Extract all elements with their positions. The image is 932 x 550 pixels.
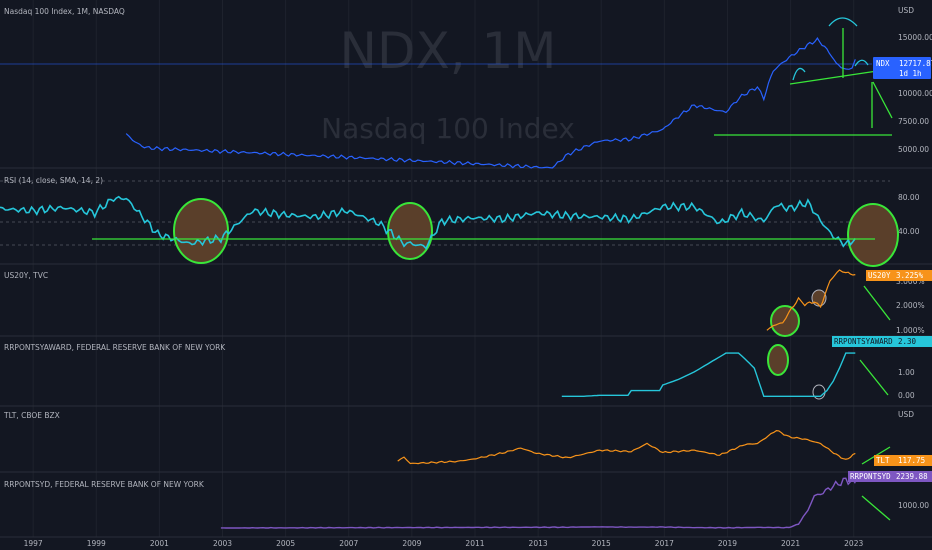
time-axis-label: 2007: [339, 539, 358, 548]
us20y-tag-symbol: US20Y: [868, 271, 891, 280]
ndx-tag-bg: [873, 57, 931, 79]
tlt-tag-bg: [874, 455, 932, 466]
price-axis-tick-ndx: 5000.00: [898, 145, 929, 154]
time-axis-label: 2023: [844, 539, 863, 548]
pane-title-rrp: RRPONTSYAWARD, FEDERAL RESERVE BANK OF N…: [4, 343, 226, 352]
price-axis-tick-rsi: 40.00: [898, 227, 920, 236]
rrpsyd-tag-symbol: RRPONTSYD: [850, 472, 891, 481]
rrpsyd-tag-bg: [848, 471, 932, 482]
us20y-value-tag: US20Y 3.225%: [866, 270, 932, 281]
annotation-circle-rrp-2019: [767, 344, 789, 376]
tlt-tag-symbol: TLT: [876, 456, 890, 465]
price-axis-tick-rrp: 0.00: [898, 391, 915, 400]
pane-title-tlt: TLT, CBOE BZX: [3, 411, 60, 420]
pane-title-us20y: US20Y, TVC: [4, 271, 48, 280]
pane-title-rsi: RSI (14, close, SMA, 14, 2): [4, 176, 103, 185]
series-line-ndx: [125, 37, 856, 169]
us20y-tag-value: 3.225%: [896, 271, 924, 280]
pane-title-rrpsyd: RRPONTSYD, FEDERAL RESERVE BANK OF NEW Y…: [4, 480, 205, 489]
time-axis-label: 1997: [24, 539, 43, 548]
price-axis-tick-ndx: 10000.00: [898, 89, 932, 98]
time-axis-label: 2021: [781, 539, 800, 548]
pane-separators: [0, 167, 932, 538]
us20y-down-line: [863, 285, 891, 321]
annotation-circle-us20y-2020: [770, 305, 800, 337]
annotation-circle-rsi-2002: [173, 198, 229, 264]
time-axis-label: 2019: [718, 539, 737, 548]
price-axis-tick-us20y: 3.000%: [896, 277, 925, 286]
time-axis-label: 2015: [592, 539, 611, 548]
time-axis-label: 2001: [150, 539, 169, 548]
ndx-value-tag: NDX 12717.87 1d 1h: [873, 57, 932, 79]
rrp-tag-bg: [832, 336, 932, 347]
chart-title: Nasdaq 100 Index, 1M, NASDAQ: [4, 7, 125, 16]
time-axis-label: 2011: [465, 539, 484, 548]
price-axis-tick-rrpsyd: 1000.00: [898, 501, 929, 510]
grid-lines: [32, 0, 855, 537]
time-axis-label: 2017: [655, 539, 674, 548]
rrpsyd-tag-value: 2239.88: [896, 472, 928, 481]
price-axis-unit-ndx: USD: [898, 6, 914, 15]
time-axis-label: 2005: [276, 539, 295, 548]
rrpsyd-value-tag: RRPONTSYD 2239.88: [848, 471, 932, 482]
us20y-tag-bg: [866, 270, 932, 281]
tlt-value-tag: TLT 117.75: [874, 455, 932, 466]
price-axis-tick-rsi: 80.00: [898, 193, 920, 202]
price-axis-unit-tlt: USD: [898, 410, 914, 419]
watermark-symbol: NDX, 1M: [340, 22, 557, 80]
rrp-tag-value: 2.30: [898, 337, 917, 346]
trend-annotations: [92, 17, 893, 521]
head-arc: [828, 17, 858, 27]
series-line-rrpontsyaward: [561, 352, 856, 397]
right-shoulder-arc: [854, 59, 869, 67]
price-axis-tick-rrp: 1.00: [898, 368, 915, 377]
rrp-tag-symbol: RRPONTSYAWARD: [834, 337, 893, 346]
rrpsyd-down-line: [861, 495, 891, 521]
annotation-circle-rsi-2022: [847, 203, 899, 267]
price-axis-tick-us20y: 1.000%: [896, 326, 925, 335]
annotation-circle-rsi-2009: [387, 202, 433, 260]
rrp-value-tag: RRPONTSYAWARD 2.30: [832, 336, 932, 347]
ndx-down-arrow-line: [872, 81, 893, 119]
series-line-us20y: [766, 269, 856, 331]
rrp-down-line: [859, 359, 889, 396]
left-shoulder-arc: [792, 67, 806, 81]
ndx-tag-value: 12717.87: [899, 59, 932, 68]
tlt-tag-value: 117.75: [898, 456, 925, 465]
series-line-rsi: [0, 195, 856, 250]
ndx-tag-countdown: 1d 1h: [899, 69, 922, 78]
price-axis-tick-ndx: 15000.00: [898, 33, 932, 42]
time-axis-label: 2013: [529, 539, 548, 548]
price-axis-tick-us20y: 2.000%: [896, 301, 925, 310]
watermark-name: Nasdaq 100 Index: [321, 112, 575, 145]
time-axis-label: 1999: [87, 539, 106, 548]
time-axis-label: 2003: [213, 539, 232, 548]
time-axis: 1997 1999 2001 2003 2005 2007 2009 2011 2013 2015…: [24, 539, 864, 548]
ndx-tag-symbol: NDX: [876, 59, 890, 68]
time-axis-label: 2009: [402, 539, 421, 548]
price-axis-tick-ndx: 7500.00: [898, 117, 929, 126]
series-line-tlt: [397, 429, 856, 465]
series-line-rrpontsyd: [220, 477, 856, 529]
series-layer: [0, 37, 856, 529]
neckline-annotation: [789, 69, 885, 85]
